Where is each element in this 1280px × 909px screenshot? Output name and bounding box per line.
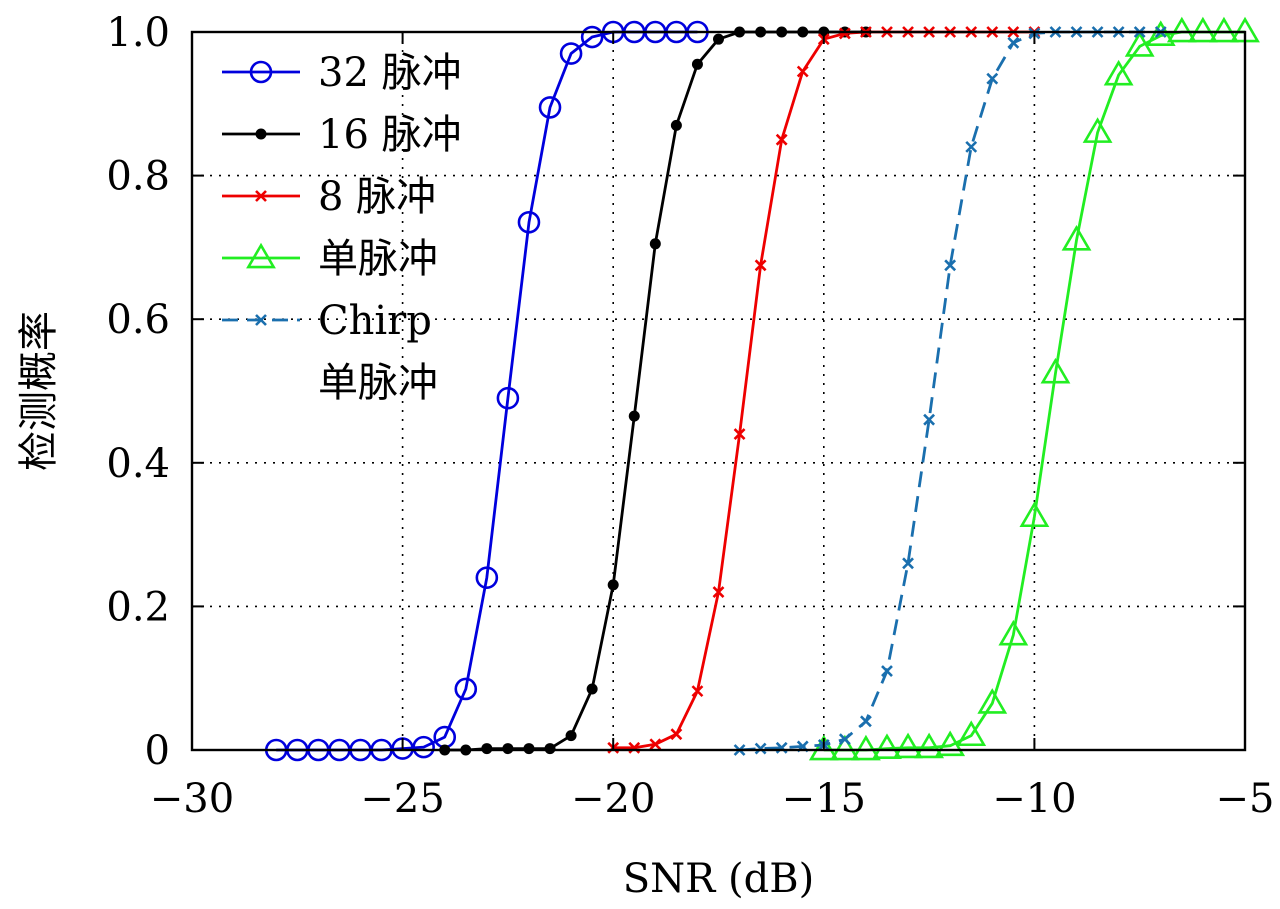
data-point [838,27,851,40]
data-point [538,96,562,119]
data-point [1019,501,1050,528]
data-point [914,732,945,759]
data-point [944,259,957,272]
data-point [565,730,577,742]
data-point [580,25,604,49]
x-tick-label: −5 [1216,776,1275,822]
legend-entry-3: 单脉冲 [222,236,438,282]
data-point [1082,117,1113,143]
data-point [935,730,966,757]
data-point [1166,16,1197,43]
data-point [559,42,583,65]
y-tick-label: 0 [145,728,170,774]
x-axis-title: SNR (dB) [623,856,814,902]
data-point [986,72,999,85]
data-point [670,728,683,741]
data-point [713,33,724,45]
data-point [246,242,276,269]
series-line [613,30,1035,750]
data-point [523,743,535,755]
data-point [454,677,478,701]
data-point [1103,59,1134,86]
series-4 [733,26,1167,756]
tick-labels: −30 −25 −20 −15 −10 −5 0 0.2 0.4 0.6 0.8 1.0 [106,10,1274,822]
data-point [691,58,703,70]
data-point [255,128,267,140]
data-point [902,557,914,570]
data-point [754,742,767,755]
data-point [1124,31,1155,57]
series-1 [439,26,872,756]
data-point [475,566,499,589]
series-line [739,30,1161,752]
data-point [838,733,851,746]
data-point [796,65,809,78]
data-point [1040,357,1071,384]
x-tick-label: −15 [782,776,866,822]
data-point [754,259,767,272]
data-point [481,743,493,755]
y-axis-title: 检测概率 [16,311,62,471]
data-point [607,579,619,591]
legend-entry-0: 32 脉冲 [222,50,462,96]
data-point [1209,16,1239,43]
plot-frame [190,30,1247,752]
data-point [1007,36,1020,49]
data-point [255,314,267,326]
data-point [496,386,520,410]
data-point [412,735,435,759]
data-point [860,715,872,728]
legend-label: 单脉冲 [318,236,438,282]
y-tick-label: 1.0 [106,10,170,56]
legend-entry-1: 16 脉冲 [222,112,462,158]
data-point [956,720,987,747]
x-tick-label: −10 [992,776,1076,822]
y-tick-label: 0.8 [106,154,170,200]
data-point [586,683,598,695]
legend-label: 8 脉冲 [318,174,436,220]
data-point [1187,16,1218,43]
data-point [255,190,267,202]
data-point [872,733,902,759]
data-point [829,734,860,761]
x-tick-label: −20 [571,776,655,822]
data-point [733,428,746,440]
y-tick-label: 0.2 [106,584,170,630]
data-point [691,685,704,698]
legend-entry-2: 8 脉冲 [222,174,436,220]
x-tick-label: −30 [150,776,234,822]
axes [190,30,1247,752]
data-point [923,413,936,426]
data-point [893,732,923,759]
data-point [249,60,273,84]
data-point [1145,20,1176,46]
series-line [823,30,1245,752]
data-point [998,619,1029,646]
legend-entry-4: Chirp 单脉冲 [222,298,438,406]
data-point [670,119,682,131]
x-tick-label: −25 [360,776,444,822]
data-point [881,665,893,677]
legend-label: Chirp 单脉冲 [318,298,438,406]
series-3 [808,16,1260,761]
data-point [502,743,514,755]
data-point [965,140,978,153]
y-tick-label: 0.6 [106,297,170,343]
y-tick-label: 0.4 [106,441,170,487]
data-point [544,743,556,755]
data-point [977,688,1008,714]
data-point [808,734,839,761]
data-point [712,586,725,598]
data-point [851,734,881,761]
data-point [649,238,661,250]
data-point [628,410,640,422]
data-point [517,210,541,234]
data-point [649,738,662,751]
legend-label: 16 脉冲 [318,112,462,158]
legend-label: 32 脉冲 [318,50,462,96]
data-point [1061,224,1092,251]
data-point [775,133,788,146]
